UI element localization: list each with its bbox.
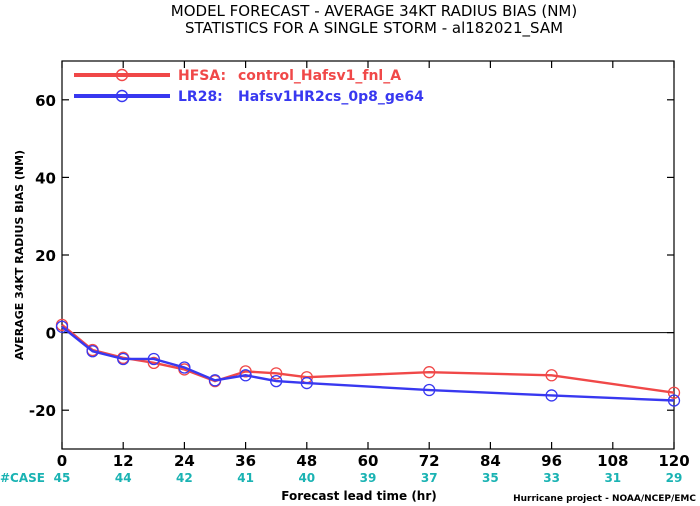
series-point-1 — [55, 320, 69, 333]
case-count-row: 45 44 42 41 40 39 37 35 33 31 29 — [54, 471, 683, 485]
case-count: 40 — [298, 471, 315, 485]
case-count: 44 — [115, 471, 132, 485]
case-count: 33 — [543, 471, 560, 485]
case-count: 31 — [604, 471, 621, 485]
series-point-1 — [667, 394, 681, 407]
x-tick-label: 0 — [57, 452, 67, 470]
x-tick-label: 12 — [113, 452, 134, 470]
case-count: 45 — [54, 471, 71, 485]
case-count: 35 — [482, 471, 499, 485]
series-point-1 — [147, 352, 160, 366]
case-count: 42 — [176, 471, 193, 485]
legend-label-lr28: LR28: — [178, 89, 223, 105]
series-point-0 — [545, 369, 558, 382]
series-point-1 — [117, 352, 130, 366]
legend-desc-lr28: Hafsv1HR2cs_0p8_ge64 — [238, 89, 424, 105]
x-tick-label: 108 — [597, 452, 628, 470]
x-axis-label: Forecast lead time (hr) — [281, 489, 437, 503]
series-layer — [55, 318, 681, 407]
credit-text: Hurricane project - NOAA/NCEP/EMC — [513, 494, 696, 504]
y-tick-label: 40 — [35, 169, 56, 187]
series-point-1 — [86, 345, 99, 358]
legend-marker-lr28 — [115, 89, 129, 103]
series-point-0 — [270, 367, 283, 380]
series-point-1 — [208, 374, 222, 387]
x-tick-label: 96 — [541, 452, 562, 470]
series-point-1 — [239, 369, 252, 382]
chart-title: MODEL FORECAST - AVERAGE 34KT RADIUS BIA… — [171, 2, 577, 20]
series-point-1 — [270, 374, 283, 388]
case-label: #CASE — [0, 471, 45, 485]
x-axis: 0 12 24 36 48 60 72 84 96 108 120 — [57, 61, 690, 470]
y-axis-label: AVERAGE 34KT RADIUS BIAS (NM) — [13, 150, 26, 360]
x-tick-label: 120 — [658, 452, 689, 470]
legend: HFSA: control_Hafsv1_fnl_A LR28: Hafsv1H… — [74, 68, 424, 105]
chart-subtitle: STATISTICS FOR A SINGLE STORM - al182021… — [185, 19, 563, 38]
series-point-0 — [423, 366, 436, 379]
case-count: 37 — [421, 471, 438, 485]
legend-desc-hfsa: control_Hafsv1_fnl_A — [238, 68, 401, 84]
case-count: 39 — [360, 471, 377, 485]
x-tick-label: 60 — [358, 452, 379, 470]
y-tick-label: 20 — [35, 247, 56, 265]
x-tick-label: 36 — [235, 452, 256, 470]
series-point-1 — [300, 376, 313, 390]
series-point-0 — [667, 386, 681, 399]
series-point-1 — [545, 389, 558, 402]
series-point-1 — [178, 361, 191, 374]
legend-marker-hfsa — [115, 68, 129, 82]
case-count: 41 — [237, 471, 254, 485]
y-tick-label: -20 — [29, 402, 56, 420]
y-axis: -20 0 20 40 60 — [29, 92, 674, 420]
series-point-0 — [147, 356, 160, 370]
y-tick-label: 60 — [35, 92, 56, 110]
x-tick-label: 72 — [419, 452, 440, 470]
x-tick-label: 24 — [174, 452, 195, 470]
x-tick-label: 84 — [480, 452, 501, 470]
y-tick-label: 0 — [46, 325, 56, 343]
x-tick-label: 48 — [296, 452, 317, 470]
series-point-0 — [239, 365, 252, 378]
legend-label-hfsa: HFSA: — [178, 68, 226, 84]
plot-frame — [61, 60, 675, 450]
series-point-1 — [423, 383, 436, 397]
case-count: 29 — [666, 471, 683, 485]
